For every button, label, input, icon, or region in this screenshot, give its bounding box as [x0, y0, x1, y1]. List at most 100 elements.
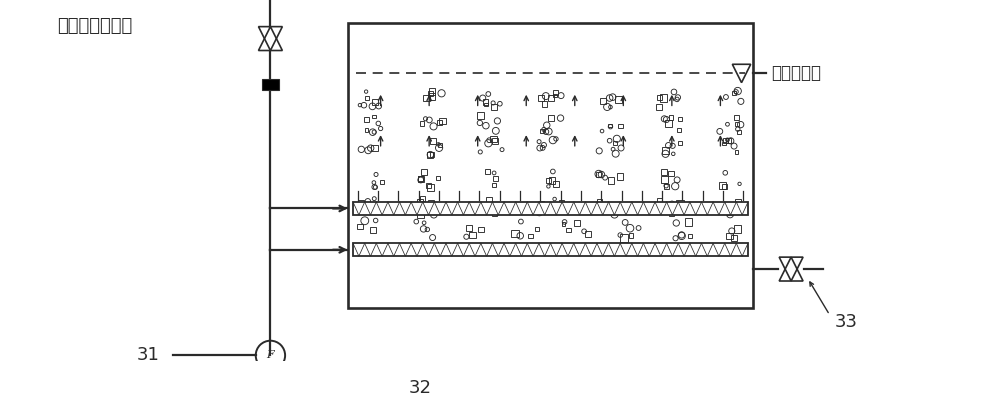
Bar	[420, 121, 424, 126]
Bar	[486, 206, 491, 210]
Text: 脱氯后出液: 脱氯后出液	[771, 64, 821, 83]
Bar	[490, 136, 497, 143]
Bar	[608, 205, 615, 212]
Bar	[491, 104, 497, 110]
Bar	[676, 200, 684, 207]
Bar	[466, 225, 472, 231]
Bar	[585, 231, 591, 237]
Bar	[665, 120, 672, 127]
Bar	[657, 95, 662, 100]
Bar	[560, 208, 564, 212]
Bar	[358, 200, 364, 207]
Bar	[722, 142, 726, 145]
Bar	[677, 128, 681, 132]
Bar	[492, 138, 498, 144]
Bar	[418, 176, 424, 182]
Bar	[426, 184, 431, 188]
Bar	[437, 119, 442, 125]
Bar	[438, 143, 442, 147]
Bar	[548, 115, 554, 121]
Bar	[734, 114, 739, 119]
Bar	[439, 118, 446, 124]
Bar	[430, 152, 434, 157]
Bar	[372, 99, 378, 105]
Bar	[669, 211, 674, 215]
Bar	[608, 177, 614, 184]
Bar	[613, 141, 617, 145]
Bar	[609, 203, 613, 207]
Bar	[492, 183, 496, 187]
Bar	[548, 95, 554, 101]
Bar	[562, 222, 565, 226]
Bar	[719, 182, 726, 189]
Bar	[669, 115, 673, 119]
Bar	[262, 79, 279, 90]
Bar	[484, 103, 488, 106]
Bar	[539, 201, 544, 206]
Bar	[737, 130, 741, 134]
Bar	[660, 94, 667, 102]
Bar	[492, 211, 497, 216]
Bar	[486, 197, 492, 203]
Bar	[429, 205, 433, 209]
Bar	[429, 88, 435, 95]
Bar	[418, 176, 423, 181]
Bar	[722, 184, 727, 189]
Bar	[678, 141, 682, 145]
Bar	[664, 184, 669, 189]
Bar	[685, 218, 692, 226]
Bar	[430, 138, 436, 144]
Bar	[371, 145, 378, 151]
Bar	[428, 91, 433, 95]
Bar	[478, 227, 484, 232]
Bar	[553, 90, 558, 95]
Bar	[618, 123, 623, 129]
Bar	[538, 95, 544, 101]
Bar	[364, 118, 369, 123]
Bar	[348, 23, 753, 308]
Bar	[656, 105, 662, 110]
Bar	[661, 176, 668, 183]
Text: 32: 32	[409, 380, 432, 393]
Bar	[608, 124, 612, 127]
Bar	[726, 138, 731, 143]
Bar	[540, 129, 544, 133]
Bar	[428, 200, 434, 206]
Bar	[553, 181, 559, 187]
Bar	[566, 228, 571, 232]
Bar	[477, 112, 484, 119]
Bar	[574, 220, 580, 226]
Bar	[620, 234, 628, 242]
Bar	[483, 99, 488, 105]
Bar	[357, 224, 363, 230]
Bar	[372, 115, 376, 118]
Text: F: F	[267, 351, 274, 360]
Bar	[485, 169, 490, 174]
Bar	[365, 96, 369, 99]
Text: 31: 31	[136, 346, 159, 364]
Bar	[688, 234, 692, 238]
Bar	[542, 101, 547, 107]
Bar	[600, 98, 606, 104]
Bar	[657, 198, 662, 202]
Bar	[493, 176, 498, 181]
Bar	[417, 199, 423, 206]
Bar	[735, 151, 738, 154]
Bar	[528, 234, 533, 239]
Bar	[629, 233, 633, 238]
Bar	[353, 202, 748, 215]
Text: 33: 33	[835, 313, 858, 331]
Bar	[732, 91, 736, 95]
Bar	[436, 176, 440, 180]
Bar	[549, 177, 555, 184]
Bar	[423, 95, 430, 101]
Bar	[731, 235, 737, 241]
Bar	[597, 199, 602, 205]
Bar	[668, 171, 674, 176]
Bar	[723, 138, 728, 143]
Bar	[353, 243, 748, 256]
Bar	[610, 202, 614, 207]
Bar	[661, 169, 667, 175]
Bar	[377, 210, 381, 214]
Bar	[427, 184, 434, 191]
